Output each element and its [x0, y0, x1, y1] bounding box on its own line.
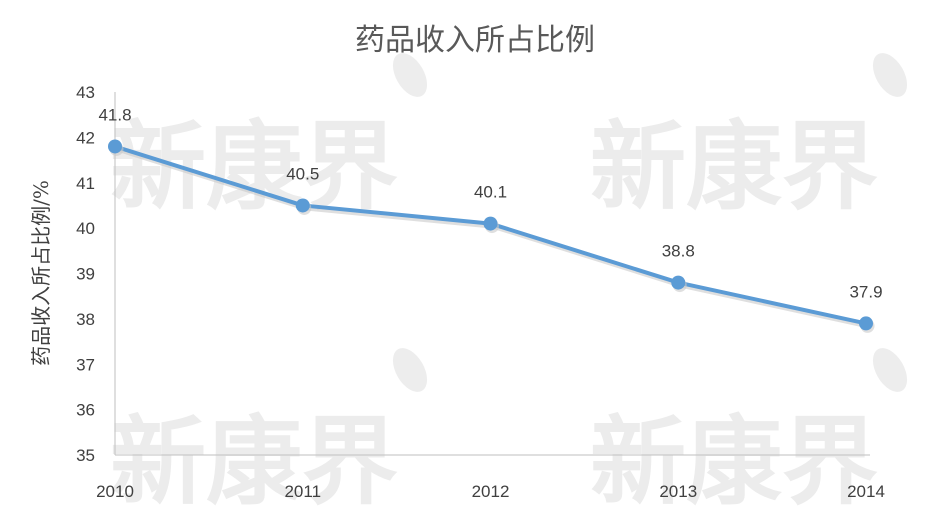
x-tick-label: 2010 — [96, 482, 134, 501]
series-layer — [108, 139, 875, 333]
y-ticks: 35 36 37 38 39 40 41 42 43 — [76, 83, 95, 465]
watermark-logo: 新康界 — [590, 348, 908, 518]
y-tick-label: 37 — [76, 355, 95, 374]
watermark-leaf — [392, 348, 428, 392]
x-tick-label: 2011 — [284, 482, 321, 501]
data-label: 41.8 — [98, 105, 131, 124]
data-point — [295, 198, 310, 213]
watermark-leaf — [872, 53, 908, 97]
data-label: 37.9 — [849, 282, 882, 301]
x-tick-label: 2014 — [847, 482, 885, 501]
watermark-text: 新康界 — [590, 406, 878, 518]
y-tick-label: 35 — [76, 446, 95, 465]
x-tick-label: 2012 — [472, 482, 510, 501]
watermark-text: 新康界 — [590, 111, 878, 223]
data-label: 40.5 — [286, 164, 319, 183]
y-tick-label: 43 — [76, 83, 95, 102]
data-point — [671, 275, 686, 290]
watermark-logo: 新康界 — [590, 53, 908, 223]
y-tick-label: 42 — [76, 128, 95, 147]
y-tick-label: 41 — [76, 174, 95, 193]
y-tick-label: 39 — [76, 265, 95, 284]
y-axis-label: 药品收入所占比例/% — [29, 180, 53, 366]
y-tick-label: 40 — [76, 219, 95, 238]
watermark-text: 新康界 — [110, 406, 398, 518]
watermark-logo: 新康界 — [110, 348, 428, 518]
data-point — [108, 139, 122, 154]
watermark-leaf — [392, 53, 428, 97]
data-label: 40.1 — [474, 183, 507, 202]
watermark-text: 新康界 — [110, 111, 398, 223]
watermark-logo: 新康界 — [110, 53, 428, 223]
x-tick-label: 2013 — [659, 482, 697, 501]
y-tick-label: 38 — [76, 310, 95, 329]
watermark-leaf — [872, 348, 908, 392]
y-tick-label: 36 — [76, 401, 95, 420]
data-point — [859, 316, 873, 331]
x-ticks: 2010 2011 2012 2013 2014 — [96, 482, 885, 501]
data-point — [483, 216, 498, 231]
chart-title: 药品收入所占比例 — [355, 23, 595, 58]
data-labels: 41.8 40.5 40.1 38.8 37.9 — [98, 105, 882, 301]
data-label: 38.8 — [662, 242, 695, 261]
